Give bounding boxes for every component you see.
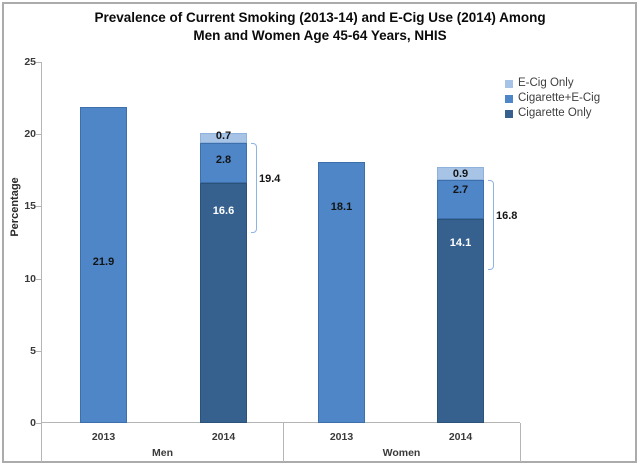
y-tick-label-25: 25 [24, 56, 36, 68]
data-label-women-2014-0: 14.1 [449, 237, 472, 249]
bar-segment-e-cig-only-women-2014 [437, 167, 484, 181]
data-label-men-2013-0: 21.9 [92, 256, 115, 268]
data-label-men-2014-1: 2.8 [215, 154, 232, 166]
y-tick-label-20: 20 [24, 128, 36, 141]
data-label-men-2014-0: 16.6 [212, 205, 235, 217]
chart-title-line-2: Men and Women Age 45-64 Years, NHIS [193, 28, 447, 43]
category-axis-divider-0 [283, 423, 284, 462]
total-bracket-men [251, 142, 257, 233]
total-label-women: 16.8 [496, 210, 518, 223]
legend-item-cigarette-e-cig: Cigarette+E-Cig [505, 91, 600, 106]
y-tick-mark-5 [36, 350, 41, 352]
legend: E-Cig Only Cigarette+E-Cig Cigarette Only [505, 76, 600, 121]
legend-swatch-icon [505, 79, 513, 88]
legend-item-label: Cigarette Only [518, 107, 592, 119]
category-label-women-2013: 2013 [329, 431, 354, 443]
legend-item-cigarette-only: Cigarette Only [505, 106, 600, 121]
y-axis-line [41, 62, 42, 462]
x-axis-line [41, 422, 520, 423]
y-tick-mark-0 [36, 423, 41, 424]
chart-area-border [2, 2, 637, 463]
bar-segment-current-smoking-women-2013 [318, 161, 365, 423]
y-tick-label-0: 0 [30, 417, 36, 429]
chart-title-line-1: Prevalence of Current Smoking (2013-14) … [94, 10, 546, 25]
bar-segment-cigarette-e-cig-women-2014 [437, 180, 484, 220]
data-label-women-2013-0: 18.1 [330, 201, 353, 213]
data-label-women-2014-1: 2.7 [452, 184, 469, 196]
legend-swatch-icon [505, 109, 513, 118]
category-label-men-2013: 2013 [91, 431, 116, 443]
y-tick-label-15: 15 [24, 200, 36, 213]
bar-segment-cigarette-e-cig-men-2014 [200, 142, 247, 184]
legend-swatch-icon [505, 94, 513, 103]
category-label-men-2014: 2014 [211, 431, 236, 443]
y-tick-label-10: 10 [24, 272, 36, 285]
y-tick-label-5: 5 [30, 344, 36, 357]
group-label-men: Men [152, 447, 173, 459]
legend-item-label: E-Cig Only [518, 77, 574, 89]
bar-segment-cigarette-only-men-2014 [200, 183, 247, 423]
bar-segment-cigarette-only-women-2014 [437, 219, 484, 423]
y-tick-mark-10 [36, 278, 41, 280]
data-label-men-2014-2: 0.7 [215, 130, 232, 142]
group-label-women: Women [382, 447, 421, 459]
total-label-men: 19.4 [259, 172, 281, 185]
bar-segment-current-smoking-men-2013 [80, 106, 127, 423]
y-tick-mark-20 [36, 134, 41, 136]
total-bracket-women [488, 180, 494, 271]
y-tick-mark-25 [36, 62, 41, 63]
category-axis-divider-1 [520, 423, 521, 462]
data-label-women-2014-2: 0.9 [452, 168, 469, 180]
legend-item-label: Cigarette+E-Cig [518, 92, 601, 104]
y-tick-mark-15 [36, 206, 41, 208]
legend-item-e-cig-only: E-Cig Only [505, 76, 600, 91]
bar-segment-e-cig-only-men-2014 [200, 132, 247, 143]
category-label-women-2014: 2014 [448, 431, 473, 443]
